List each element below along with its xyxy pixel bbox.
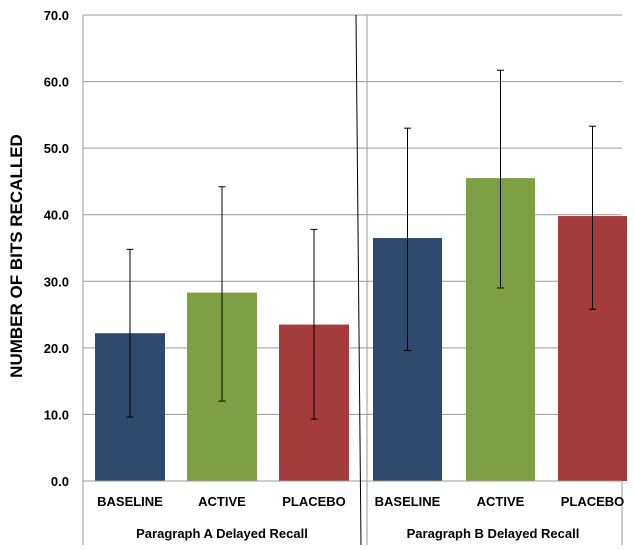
bar-layer xyxy=(95,178,627,481)
y-tick-label: 10.0 xyxy=(44,407,69,422)
x-category-label: ACTIVE xyxy=(477,494,525,509)
y-tick-label: 0.0 xyxy=(51,474,69,489)
x-category-label: BASELINE xyxy=(97,494,163,509)
x-category-label: PLACEBO xyxy=(282,494,346,509)
label-layer: 0.0 10.0 20.0 30.0 40.0 50.0 60.0 70.0 BASELINE A… xyxy=(44,8,625,541)
group-label: Paragraph B Delayed Recall xyxy=(407,526,580,541)
group-label: Paragraph A Delayed Recall xyxy=(136,526,308,541)
axis-layer xyxy=(82,14,623,546)
y-tick-label: 50.0 xyxy=(44,141,69,156)
x-category-label: BASELINE xyxy=(375,494,441,509)
x-category-label: ACTIVE xyxy=(198,494,246,509)
y-axis-title: NUMBER OF BITS RECALLED xyxy=(7,134,26,378)
x-category-label: PLACEBO xyxy=(561,494,625,509)
y-tick-label: 60.0 xyxy=(44,75,69,90)
y-tick-label: 40.0 xyxy=(44,208,69,223)
y-tick-label: 70.0 xyxy=(44,8,69,23)
y-tick-label: 30.0 xyxy=(44,274,69,289)
panel-break-line xyxy=(355,14,362,546)
y-tick-label: 20.0 xyxy=(44,341,69,356)
grid-layer xyxy=(83,14,622,415)
error-bar-layer xyxy=(126,69,596,420)
